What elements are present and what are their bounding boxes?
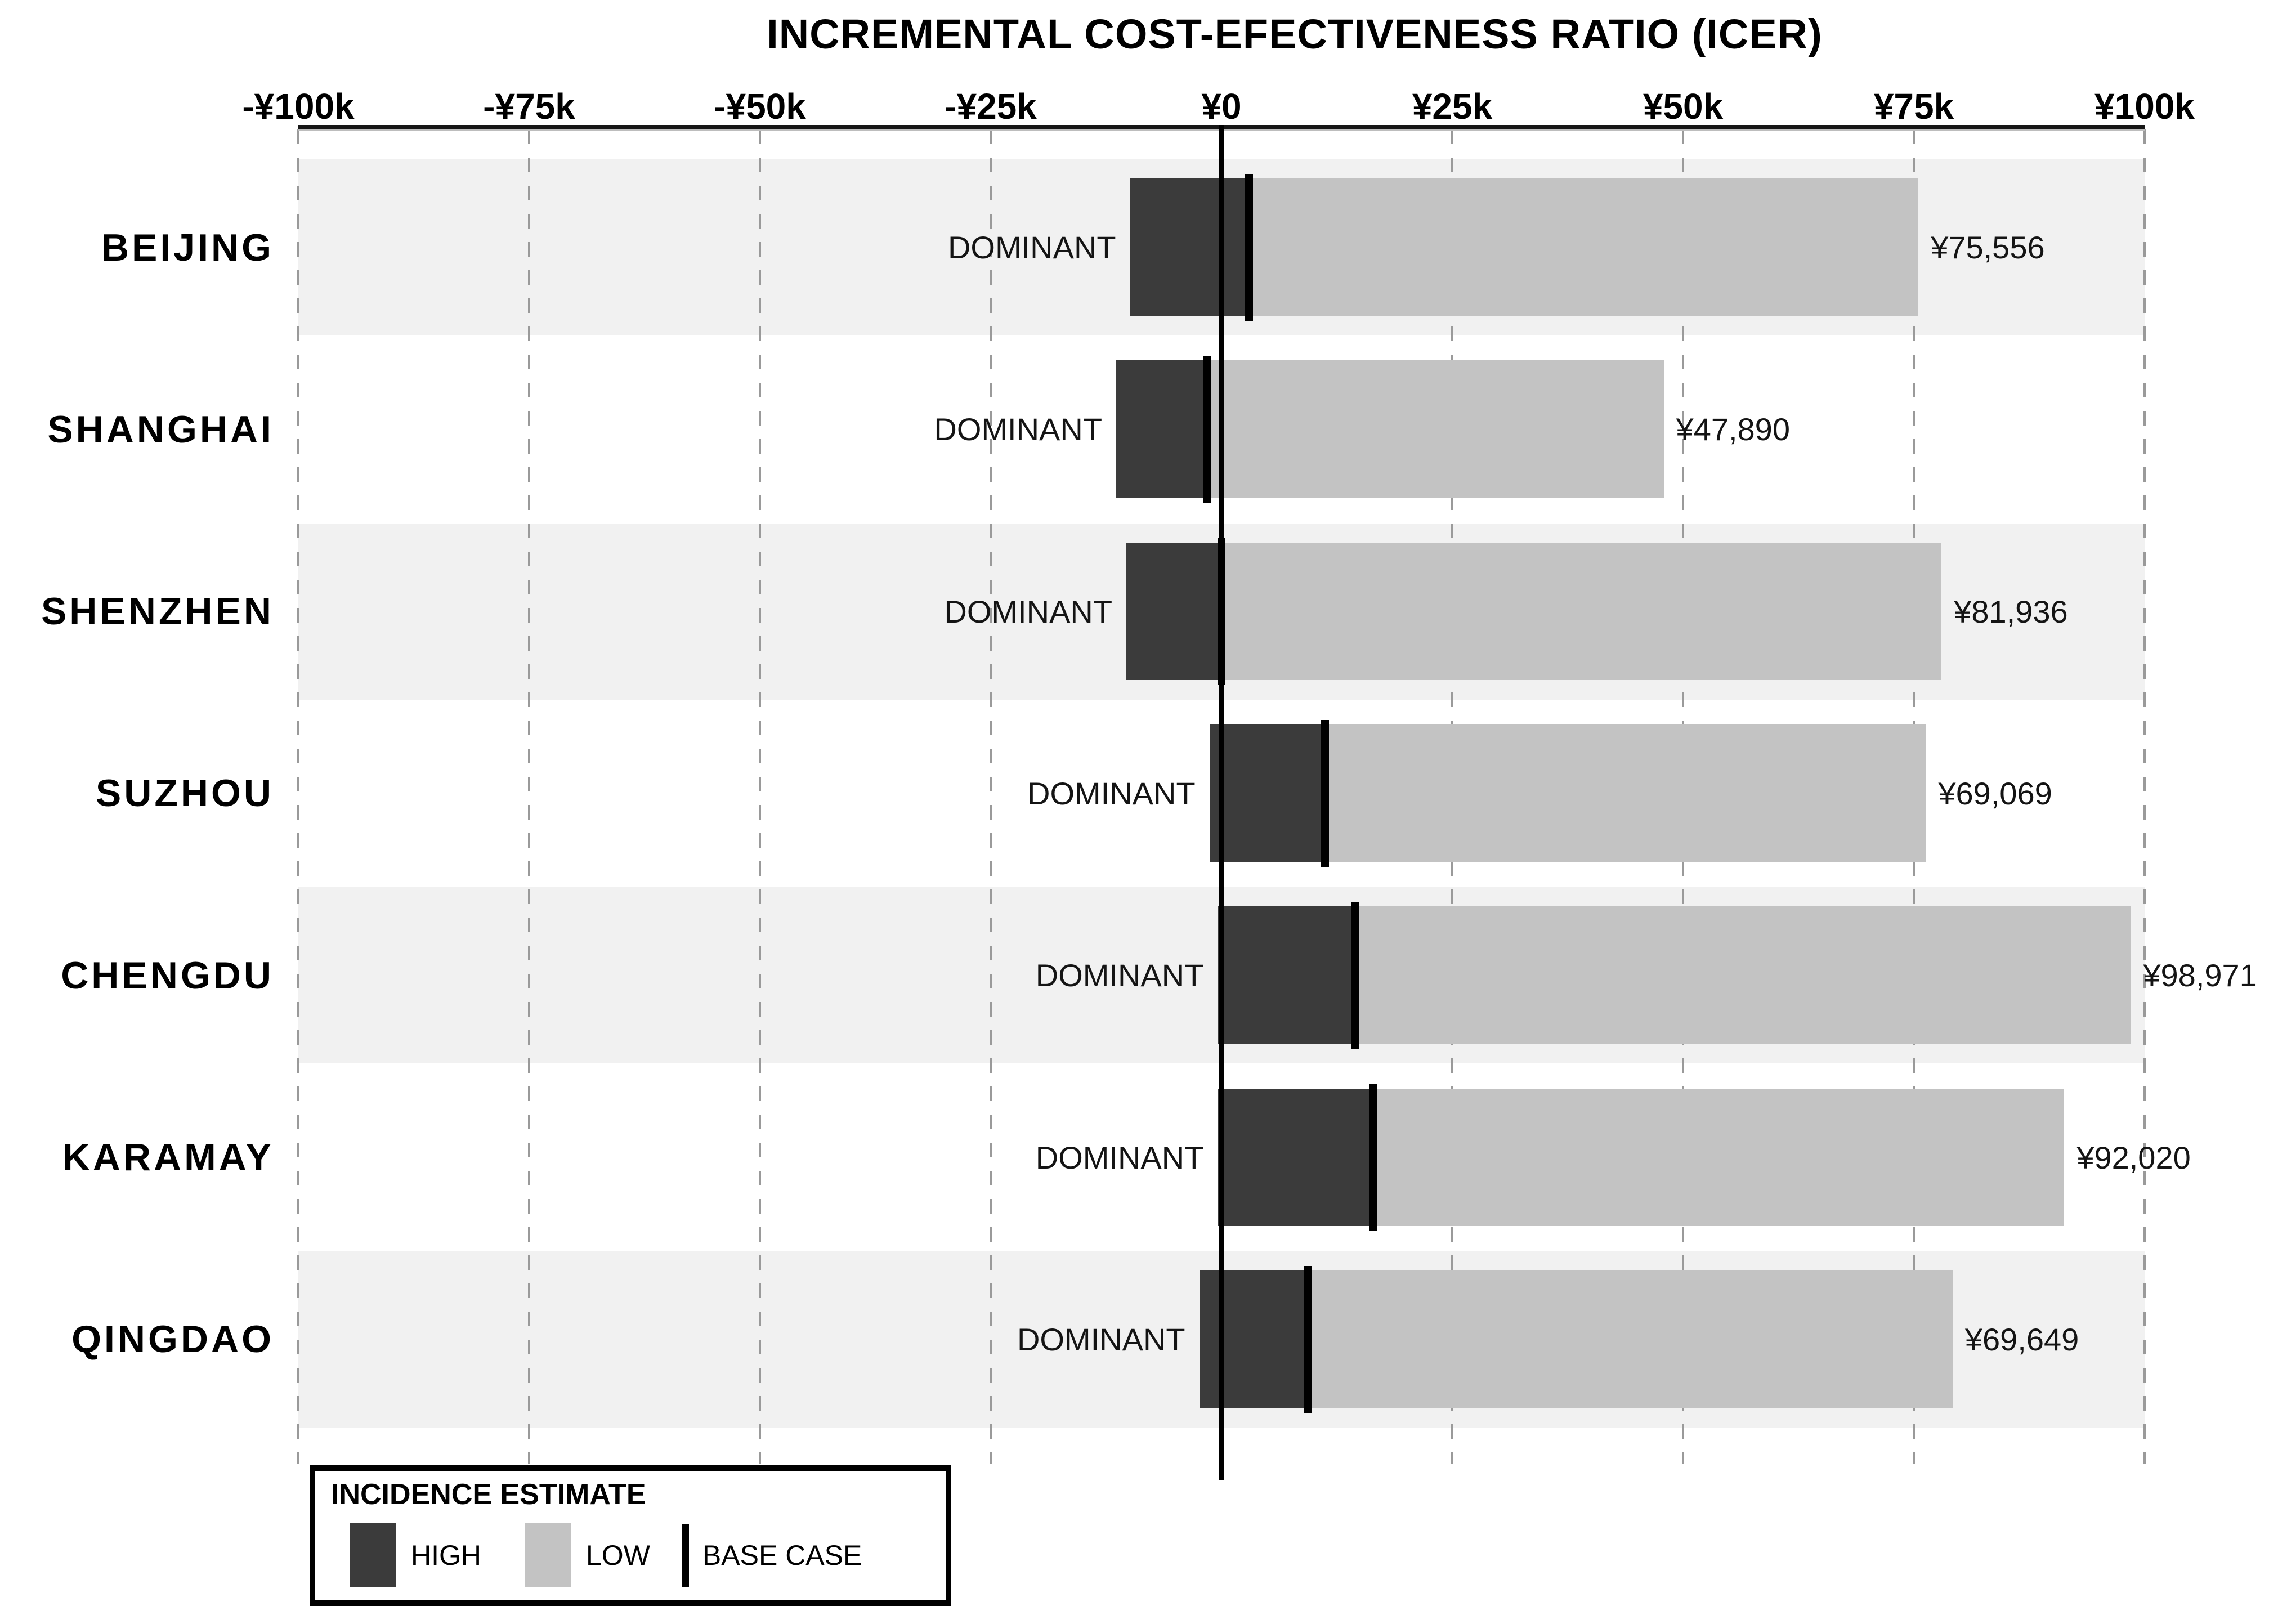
bar-high-incidence bbox=[1199, 1270, 1308, 1408]
zero-axis-line bbox=[1219, 125, 1224, 1480]
chart-row: CHENGDU DOMINANT ¥98,971 bbox=[0, 887, 2278, 1063]
legend-items: HIGH LOW BASE CASE bbox=[350, 1523, 862, 1587]
bar-low-incidence bbox=[1307, 1270, 1953, 1408]
x-tick-label: ¥75k bbox=[1873, 86, 1954, 127]
x-tick-label: -¥50k bbox=[714, 86, 806, 127]
icer-value-label: ¥98,971 bbox=[2143, 958, 2257, 994]
bar-low-incidence bbox=[1324, 724, 1926, 862]
bar-low-incidence bbox=[1249, 178, 1919, 316]
bar-low-incidence bbox=[1221, 542, 1942, 680]
icer-value-label: ¥75,556 bbox=[1931, 230, 2045, 265]
x-tick-label: -¥75k bbox=[483, 86, 575, 127]
legend-label-low: LOW bbox=[586, 1539, 650, 1571]
legend-label-high: HIGH bbox=[411, 1539, 481, 1571]
bar-low-incidence bbox=[1206, 360, 1664, 498]
base-case-marker bbox=[1368, 1084, 1377, 1231]
chart-row: SUZHOU DOMINANT ¥69,069 bbox=[0, 705, 2278, 882]
category-label: SHANGHAI bbox=[47, 408, 274, 451]
gridline bbox=[990, 129, 992, 1464]
icer-value-label: ¥69,069 bbox=[1938, 775, 2052, 811]
bar-low-incidence bbox=[1355, 906, 2131, 1044]
dominant-annotation: DOMINANT bbox=[947, 230, 1116, 265]
bar-high-incidence bbox=[1126, 542, 1221, 680]
dominant-annotation: DOMINANT bbox=[1017, 1321, 1185, 1357]
legend: INCIDENCE ESTIMATE HIGH LOW BASE CASE bbox=[310, 1465, 951, 1606]
icer-value-label: ¥69,649 bbox=[1964, 1321, 2079, 1357]
base-case-marker bbox=[1303, 1265, 1312, 1413]
bar-high-incidence bbox=[1218, 1088, 1373, 1226]
bar-high-incidence bbox=[1218, 906, 1355, 1044]
dominant-annotation: DOMINANT bbox=[1035, 958, 1204, 994]
x-tick-label: ¥25k bbox=[1412, 86, 1493, 127]
icer-value-label: ¥47,890 bbox=[1676, 411, 1790, 448]
chart-row: KARAMAY DOMINANT ¥92,020 bbox=[0, 1070, 2278, 1246]
gridline bbox=[2143, 129, 2146, 1464]
dominant-annotation: DOMINANT bbox=[934, 411, 1103, 448]
bar-high-incidence bbox=[1130, 178, 1250, 316]
category-label: SUZHOU bbox=[95, 772, 274, 815]
legend-base-case-line-icon bbox=[681, 1523, 689, 1587]
legend-title: INCIDENCE ESTIMATE bbox=[331, 1478, 646, 1511]
x-tick-label: -¥25k bbox=[945, 86, 1037, 127]
chart-row: QINGDAO DOMINANT ¥69,649 bbox=[0, 1251, 2278, 1428]
bar-high-incidence bbox=[1209, 724, 1325, 862]
category-label: BEIJING bbox=[101, 226, 274, 269]
chart-row: SHENZHEN DOMINANT ¥81,936 bbox=[0, 524, 2278, 700]
category-label: SHENZHEN bbox=[41, 590, 274, 633]
base-case-marker bbox=[1202, 356, 1211, 503]
dominant-annotation: DOMINANT bbox=[944, 593, 1113, 629]
base-case-marker bbox=[1351, 902, 1359, 1049]
gridline bbox=[297, 129, 299, 1464]
gridline bbox=[759, 129, 761, 1464]
dominant-annotation: DOMINANT bbox=[1027, 775, 1196, 811]
icer-value-label: ¥92,020 bbox=[2076, 1139, 2191, 1175]
chart-row: BEIJING DOMINANT ¥75,556 bbox=[0, 159, 2278, 335]
x-tick-label: ¥100k bbox=[2094, 86, 2195, 127]
x-tick-label: -¥100k bbox=[242, 86, 355, 127]
bar-low-incidence bbox=[1372, 1088, 2065, 1226]
gridline bbox=[528, 129, 530, 1464]
category-label: KARAMAY bbox=[62, 1136, 274, 1179]
legend-label-base-case: BASE CASE bbox=[702, 1539, 862, 1571]
x-tick-label: ¥0 bbox=[1201, 86, 1242, 127]
chart-title: INCREMENTAL COST-EFECTIVENESS RATIO (ICE… bbox=[767, 11, 1823, 57]
legend-high-swatch-icon bbox=[350, 1523, 396, 1587]
legend-low-swatch-icon bbox=[525, 1523, 571, 1587]
dominant-annotation: DOMINANT bbox=[1035, 1139, 1204, 1175]
x-tick-label: ¥50k bbox=[1643, 86, 1724, 127]
icer-value-label: ¥81,936 bbox=[1954, 593, 2068, 629]
bar-high-incidence bbox=[1116, 360, 1207, 498]
base-case-marker bbox=[1321, 719, 1329, 867]
base-case-marker bbox=[1245, 174, 1254, 321]
category-label: CHENGDU bbox=[61, 954, 274, 997]
chart-row: SHANGHAI DOMINANT ¥47,890 bbox=[0, 341, 2278, 517]
category-label: QINGDAO bbox=[71, 1318, 274, 1361]
